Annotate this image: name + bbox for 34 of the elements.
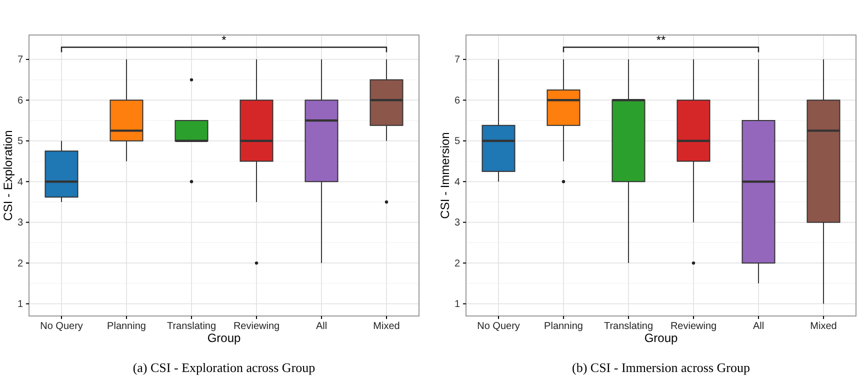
x-tick-label: Reviewing (233, 321, 280, 332)
y-axis-title: CSI - Immersion (438, 132, 452, 219)
y-tick-label: 4 (17, 176, 24, 188)
x-tick-label: Mixed (810, 321, 837, 332)
annotation: ** (656, 33, 666, 48)
x-tick-label: All (316, 321, 328, 332)
x-tick-label: Planning (107, 321, 146, 332)
x-tick-label: No Query (40, 321, 83, 332)
y-tick-label: 5 (17, 136, 24, 148)
text: (a) CSI - Exploration across Group (132, 360, 316, 375)
x-tick-label: No Query (477, 321, 520, 332)
y-tick-label: 2 (17, 258, 24, 270)
y-tick-label: 5 (454, 136, 460, 148)
y-tick-label: 7 (454, 54, 460, 66)
x-tick-label: Translating (604, 321, 654, 332)
x-axis-title: Group (207, 331, 241, 345)
x-tick-label: Planning (544, 321, 583, 332)
y-axis-title: CSI - Exploration (1, 130, 15, 221)
y-tick-label: 3 (17, 218, 24, 229)
annotation: * (222, 33, 227, 48)
x-tick-label: Mixed (373, 321, 400, 332)
x-tick-label: Reviewing (670, 321, 717, 332)
y-tick-label: 6 (17, 95, 24, 106)
y-tick-label: 6 (454, 95, 460, 106)
x-tick-label: All (752, 321, 764, 332)
y-tick-label: 3 (454, 218, 460, 229)
y-tick-label: 2 (454, 258, 460, 270)
y-tick-label: 7 (17, 54, 24, 66)
text: (b) CSI - Immersion across Group (572, 360, 750, 375)
y-tick-label: 4 (454, 176, 460, 188)
y-tick-label: 1 (17, 298, 24, 310)
x-axis-title: Group (644, 331, 678, 345)
y-tick-label: 1 (454, 298, 460, 310)
x-tick-label: Translating (166, 321, 216, 332)
